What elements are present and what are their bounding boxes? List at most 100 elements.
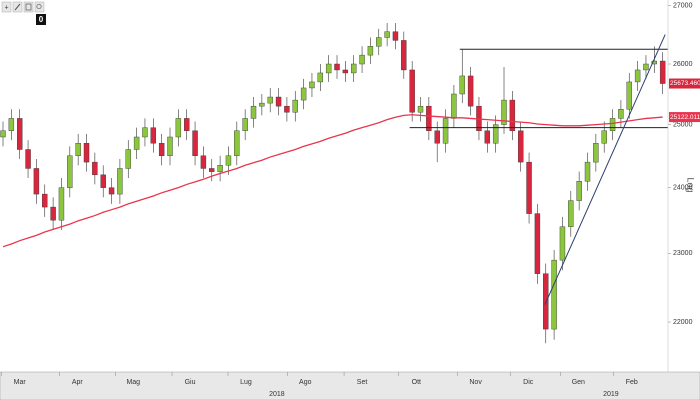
candle-body xyxy=(492,124,499,144)
candle-body xyxy=(225,155,232,166)
x-tick-label: Apr xyxy=(72,379,84,386)
candle-body xyxy=(83,143,90,163)
candle-body xyxy=(509,99,516,131)
candle-body xyxy=(576,181,582,201)
candle-body xyxy=(50,206,56,221)
candle-body xyxy=(484,130,491,144)
y-tick-label: 26000 xyxy=(673,61,693,68)
candle-body xyxy=(442,118,449,144)
candle-body xyxy=(568,200,574,227)
candle-body xyxy=(108,187,115,195)
candle-body xyxy=(634,69,641,83)
candle-body xyxy=(150,127,157,144)
moving-average-label-box xyxy=(669,112,700,123)
candle-body xyxy=(267,96,273,104)
candle-body xyxy=(376,37,382,47)
candle-body xyxy=(42,193,48,208)
x-tick-label: Giu xyxy=(185,379,196,386)
copy-icon xyxy=(25,3,32,11)
candle-body xyxy=(175,118,182,138)
x-tick-label: Dic xyxy=(523,379,534,386)
candle-body xyxy=(534,213,541,274)
candle-body xyxy=(426,105,432,131)
candle-body xyxy=(117,168,123,195)
candle-body xyxy=(609,118,616,131)
x-tick-label: Mag xyxy=(126,379,140,386)
x-tick-label: Set xyxy=(357,379,368,386)
candle-body xyxy=(325,63,332,74)
last-price-label-box xyxy=(669,78,700,89)
candle-body xyxy=(284,105,290,113)
candle-body xyxy=(417,105,424,113)
plot xyxy=(0,22,666,344)
candle-body xyxy=(58,187,65,221)
candle-body xyxy=(601,130,607,144)
candle-body xyxy=(451,93,457,119)
y-tick-label: 23000 xyxy=(673,250,693,257)
candle-body xyxy=(543,273,549,330)
search-icon xyxy=(36,3,42,10)
candle-body xyxy=(75,143,81,156)
candle-body xyxy=(17,118,23,150)
candle-body xyxy=(259,102,265,107)
candle-body xyxy=(359,54,365,65)
candle-body xyxy=(409,69,415,113)
candle-body xyxy=(92,161,98,176)
scale-label: Log xyxy=(686,177,696,192)
candle-body xyxy=(334,63,340,71)
draw-icon xyxy=(14,3,21,11)
candle-body xyxy=(209,168,215,172)
candle-body xyxy=(526,161,532,214)
candle-body xyxy=(0,130,6,138)
candle-body xyxy=(275,96,282,107)
candle-body xyxy=(559,226,566,261)
candle-body xyxy=(234,130,240,156)
candle-body xyxy=(217,165,223,172)
candle-body xyxy=(367,46,374,56)
candle-body xyxy=(643,63,649,71)
x-tick-label: Lug xyxy=(240,379,252,386)
last-price-label: 25673.4609 xyxy=(670,80,700,87)
badge-text: 0 xyxy=(39,15,44,24)
candle-body xyxy=(250,105,257,119)
y-tick-label: 27000 xyxy=(673,3,693,10)
candle-body xyxy=(167,136,173,156)
candle-body xyxy=(459,75,465,95)
candle-body xyxy=(626,81,632,110)
zoom-icon: + xyxy=(4,4,8,11)
candle-body xyxy=(67,155,73,188)
candle-body xyxy=(184,118,190,131)
candle-body xyxy=(125,149,131,169)
candle-body xyxy=(25,149,31,169)
candle-body xyxy=(309,81,315,89)
candle-body xyxy=(434,130,440,144)
x-tick-label: Ago xyxy=(299,379,312,386)
candle-body xyxy=(200,155,207,169)
candle-body xyxy=(401,40,407,71)
x-axis-band xyxy=(0,371,700,400)
x-tick-label: Mar xyxy=(14,379,27,386)
zoom-button[interactable] xyxy=(1,1,12,13)
x-tick-label: Gen xyxy=(572,379,585,386)
copy-button[interactable] xyxy=(23,1,34,13)
candle-body xyxy=(501,99,507,125)
x-tick-label: Ott xyxy=(412,379,421,386)
candle-body xyxy=(518,130,524,163)
candle-body xyxy=(467,75,474,107)
toolbar: + 0 xyxy=(1,1,46,25)
candle-body xyxy=(651,60,658,65)
candle-body xyxy=(33,168,40,195)
moving-average-label: 25122.0117 xyxy=(670,114,700,121)
candle-body xyxy=(551,259,557,330)
search-button[interactable] xyxy=(34,1,45,13)
annotation-line xyxy=(544,34,666,305)
candle-body xyxy=(192,130,198,156)
candle-body xyxy=(317,72,324,83)
candle-body xyxy=(100,174,106,188)
candle-body xyxy=(242,118,248,131)
y-tick-label: 24000 xyxy=(673,184,693,191)
x-tick-label: Feb xyxy=(626,379,638,386)
candle-body xyxy=(133,136,140,150)
